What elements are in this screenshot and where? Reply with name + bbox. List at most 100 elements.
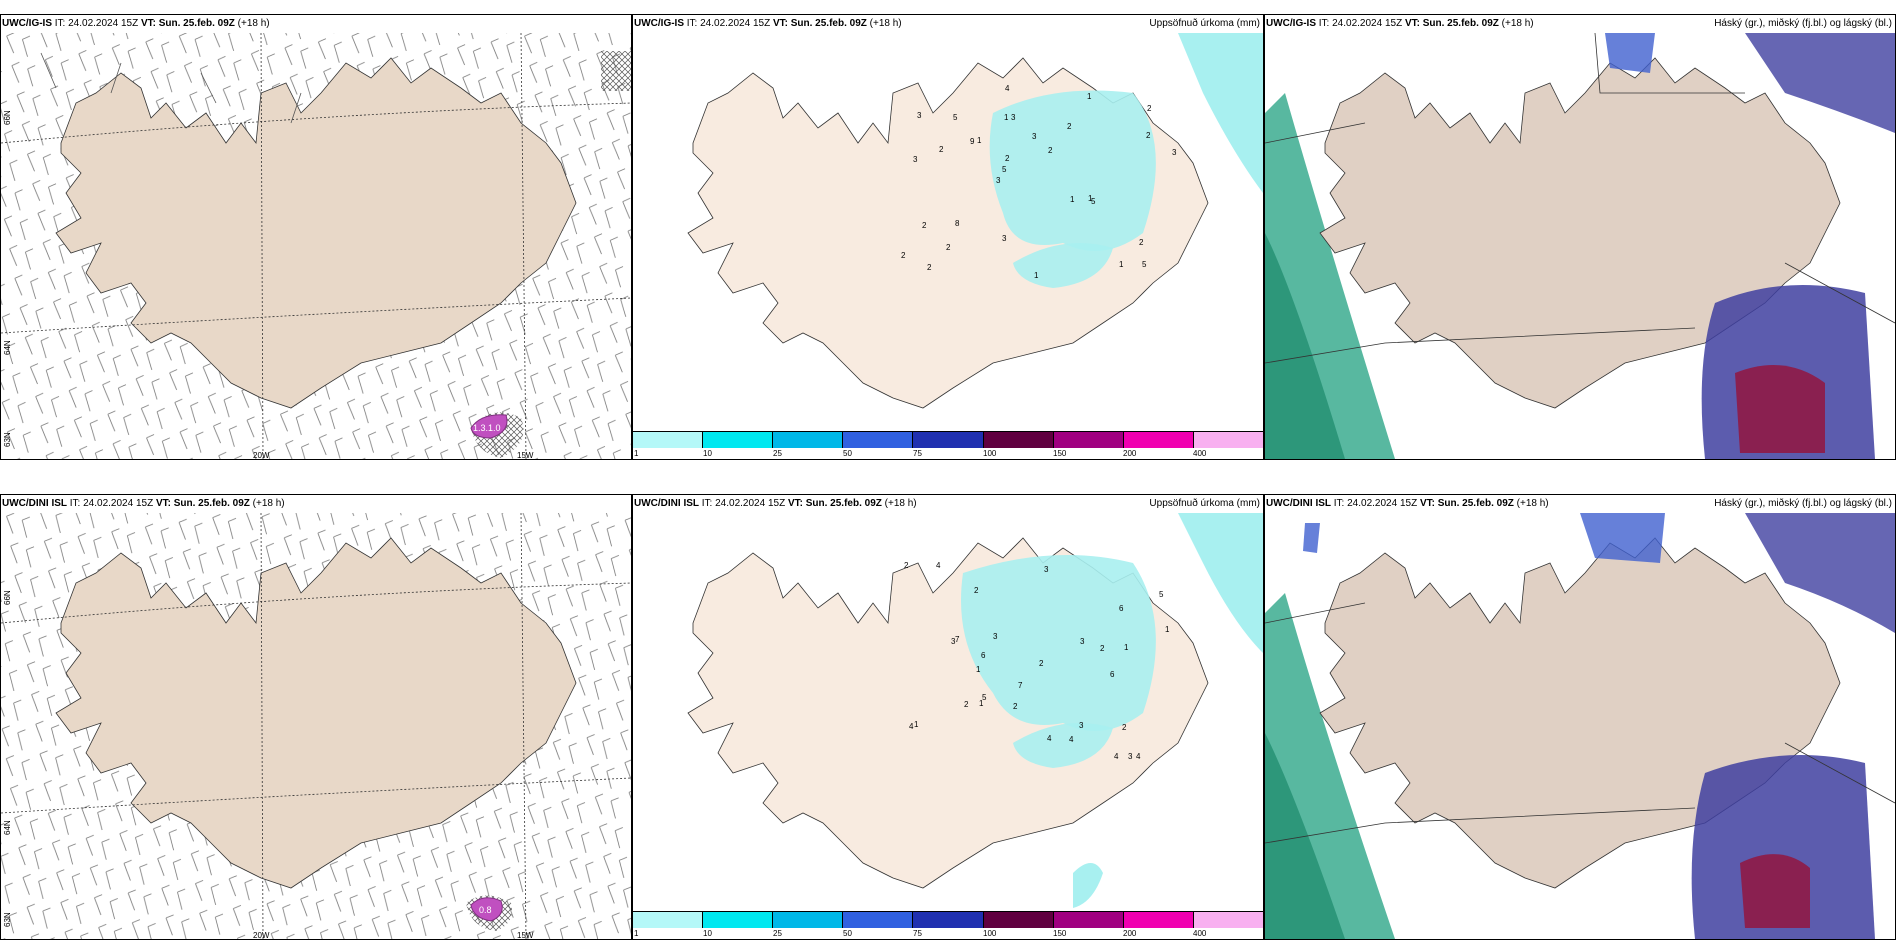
precip-value-label: 3 — [1044, 565, 1049, 574]
precip-value-label: 2 — [927, 263, 932, 272]
precip-value-label: 3 — [917, 111, 922, 120]
precip-value-label: 3 — [993, 632, 998, 641]
panel-title: UWC/DINI ISL IT: 24.02.2024 15Z VT: Sun.… — [2, 498, 285, 509]
colorbar-tick: 100 — [983, 449, 997, 458]
precip-value-label: 2 — [1147, 104, 1152, 113]
precip-value-label: 2 — [922, 221, 927, 230]
precip-value-label: 6 — [1110, 670, 1115, 679]
colorbar-swatch — [983, 912, 1054, 928]
wind-map: 1.3.1.0 — [1, 33, 631, 459]
colorbar-tick: 1 — [634, 449, 639, 458]
precip-value-label: 3 — [951, 637, 956, 646]
cloud-map — [1265, 33, 1895, 459]
precip-value-label: 2 — [1067, 122, 1072, 131]
precip-value-label: 5 — [1091, 197, 1096, 206]
precip-value-label: 3 — [1032, 132, 1037, 141]
panel-title: UWC/DINI ISL IT: 24.02.2024 15Z VT: Sun.… — [634, 498, 917, 509]
colorbar-tick: 200 — [1123, 929, 1137, 938]
colorbar-tick: 150 — [1053, 929, 1067, 938]
precip-value-label: 7 — [955, 635, 960, 644]
precip-value-label: 4 — [1114, 752, 1119, 761]
lat-label-64n: 64N — [3, 820, 12, 835]
colorbar-swatch — [1123, 912, 1194, 928]
panel-title: UWC/IG-IS IT: 24.02.2024 15Z VT: Sun. 25… — [634, 18, 902, 29]
colorbar-tick: 400 — [1193, 929, 1207, 938]
precip-value-label: 2 — [1048, 146, 1053, 155]
svg-text:1.3.1.0: 1.3.1.0 — [473, 423, 501, 433]
precip-value-label: 8 — [955, 219, 960, 228]
wind-panel-2: UWC/DINI ISL IT: 24.02.2024 15Z VT: Sun.… — [0, 494, 632, 940]
colorbar-swatch — [703, 432, 774, 448]
precip-value-label: 1 — [1087, 92, 1092, 101]
precip-value-label: 2 — [964, 700, 969, 709]
colorbar-tick: 1 — [634, 929, 639, 938]
colorbar-swatch — [1053, 912, 1124, 928]
precip-value-label: 5 — [1142, 260, 1147, 269]
precip-value-label: 2 — [1146, 131, 1151, 140]
lon-label-20w: 20W — [253, 451, 270, 460]
cloud-panel-1: UWC/IG-IS IT: 24.02.2024 15Z VT: Sun. 25… — [1264, 14, 1896, 460]
precip-value-label: 6 — [981, 651, 986, 660]
cloud-panel-2: UWC/DINI ISL IT: 24.02.2024 15Z VT: Sun.… — [1264, 494, 1896, 940]
precip-value-label: 2 — [901, 251, 906, 260]
precip-value-label: 2 — [974, 586, 979, 595]
precip-value-label: 4 — [936, 561, 941, 570]
precip-value-label: 3 — [1011, 113, 1016, 122]
iceland-land — [55, 537, 577, 889]
colorbar-tick: 50 — [843, 929, 852, 938]
panel-subtitle: Uppsöfnuð úrkoma (mm) — [1149, 18, 1260, 29]
colorbar-tick: 150 — [1053, 449, 1067, 458]
precip-value-label: 2 — [946, 243, 951, 252]
colorbar-tick: 10 — [703, 449, 712, 458]
wind-map: 0.8 — [1, 513, 631, 939]
colorbar-swatch — [983, 432, 1054, 448]
precip-value-label: 5 — [982, 693, 987, 702]
colorbar-tick: 400 — [1193, 449, 1207, 458]
colorbar-swatch — [703, 912, 774, 928]
lat-label-66n: 66N — [3, 590, 12, 605]
precip-value-label: 2 — [904, 561, 909, 570]
precip-value-label: 1 — [1034, 271, 1039, 280]
lon-label-15w: 15W — [517, 931, 534, 940]
panel-subtitle: Háský (gr.), miðský (fj.bl.) og lágský (… — [1714, 18, 1892, 29]
wind-panel-1: UWC/IG-IS IT: 24.02.2024 15Z VT: Sun. 25… — [0, 14, 632, 460]
precip-value-label: 2 — [1139, 238, 1144, 247]
precip-value-label: 3 — [1172, 148, 1177, 157]
precip-value-label: 3 — [1079, 721, 1084, 730]
precip-colorbar — [633, 431, 1263, 448]
colorbar-swatch — [1193, 912, 1263, 928]
lat-label-64n: 64N — [3, 340, 12, 355]
precip-value-label: 3 — [913, 155, 918, 164]
precip-value-label: 1 — [1004, 113, 1009, 122]
colorbar-swatch — [913, 432, 984, 448]
colorbar-swatch — [913, 912, 984, 928]
cloud-map — [1265, 513, 1895, 939]
precip-value-label: 3 — [1128, 752, 1133, 761]
precip-value-label: 2 — [1013, 702, 1018, 711]
precip-value-label: 1 — [1124, 643, 1129, 652]
colorbar-tick: 50 — [843, 449, 852, 458]
colorbar-tick: 10 — [703, 929, 712, 938]
panel-title: UWC/IG-IS IT: 24.02.2024 15Z VT: Sun. 25… — [1266, 18, 1534, 29]
panel-subtitle: Uppsöfnuð úrkoma (mm) — [1149, 498, 1260, 509]
precip-value-label: 2 — [1100, 644, 1105, 653]
colorbar-tick: 75 — [913, 449, 922, 458]
precip-value-label: 1 — [914, 720, 919, 729]
precip-value-label: 4 — [1069, 735, 1074, 744]
colorbar-swatch — [843, 432, 914, 448]
panel-title: UWC/IG-IS IT: 24.02.2024 15Z VT: Sun. 25… — [2, 18, 270, 29]
precip-value-label: 4 — [1136, 752, 1141, 761]
precip-value-label: 7 — [1018, 681, 1023, 690]
colorbar-tick: 75 — [913, 929, 922, 938]
precip-panel-2: UWC/DINI ISL IT: 24.02.2024 15Z VT: Sun.… — [632, 494, 1264, 940]
precip-value-label: 1 — [977, 136, 982, 145]
precip-value-label: 1 — [1119, 260, 1124, 269]
precip-value-label: 3 — [1002, 234, 1007, 243]
precip-value-label: 2 — [939, 145, 944, 154]
precip-value-label: 4 — [1047, 734, 1052, 743]
lat-label-63n: 63N — [3, 912, 12, 927]
precip-value-label: 1 — [1165, 625, 1170, 634]
